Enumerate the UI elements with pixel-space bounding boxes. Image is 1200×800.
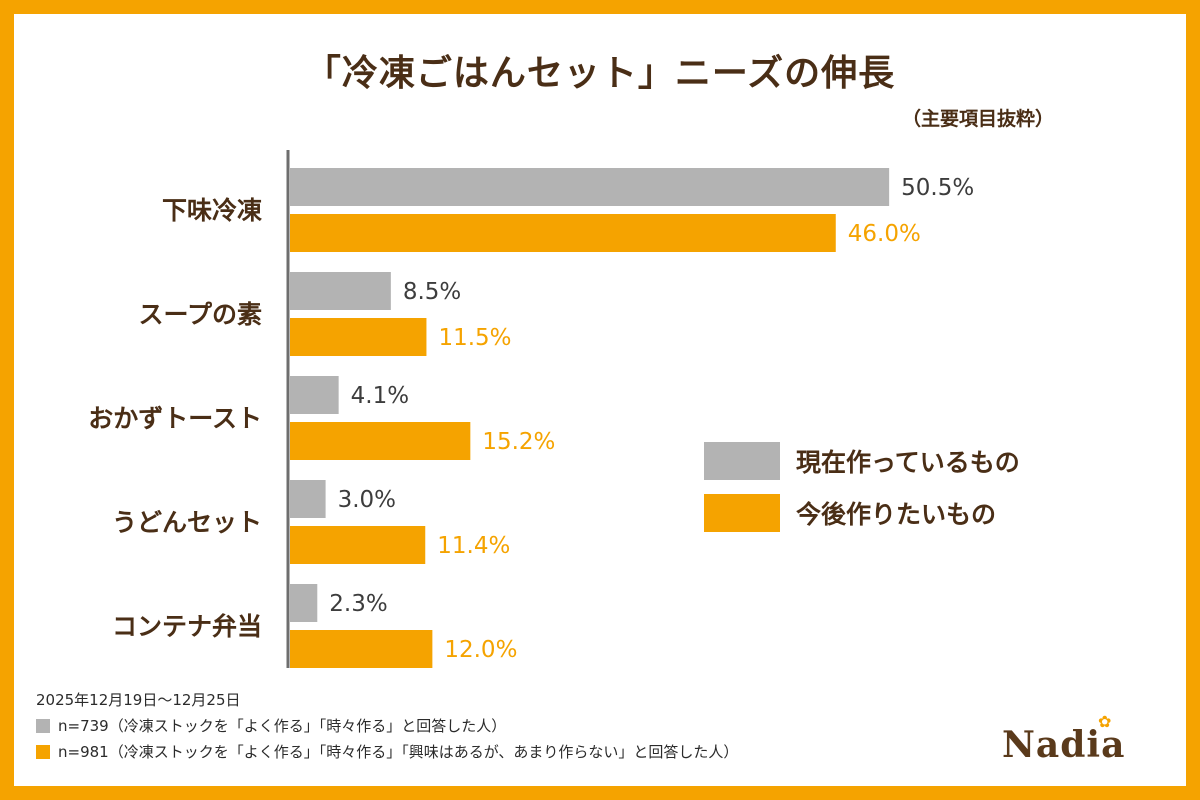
- value-label-current: 50.5%: [901, 175, 974, 201]
- value-label-future: 46.0%: [848, 221, 921, 247]
- bar-current: [290, 376, 339, 414]
- legend: 現在作っているもの 今後作りたいもの: [704, 436, 1020, 540]
- chart-subtitle: （主要項目抜粋）: [901, 108, 1054, 130]
- category-label: スープの素: [138, 300, 262, 329]
- note-future: n=981（冷凍ストックを「よく作る」「時々作る」「興味はあるが、あまり作らない…: [36, 739, 738, 765]
- bar-future: [290, 422, 471, 460]
- value-label-current: 8.5%: [403, 279, 461, 305]
- legend-label-future: 今後作りたいもの: [796, 500, 997, 529]
- legend-swatch-future: [704, 494, 780, 532]
- value-label-current: 2.3%: [329, 591, 387, 617]
- legend-item-current: 現在作っているもの: [704, 436, 1020, 486]
- value-label-future: 11.5%: [438, 325, 511, 351]
- value-label-future: 12.0%: [444, 637, 517, 663]
- legend-item-future: 今後作りたいもの: [704, 488, 1020, 538]
- value-label-current: 3.0%: [338, 487, 396, 513]
- category-label: おかずトースト: [88, 404, 262, 433]
- category-label: うどんセット: [112, 508, 262, 537]
- footer-notes: 2025年12月19日〜12月25日 n=739（冷凍ストックを「よく作る」「時…: [36, 687, 738, 765]
- note-swatch-current: [36, 719, 50, 733]
- bar-current: [290, 584, 318, 622]
- category-label: 下味冷凍: [162, 196, 262, 225]
- value-label-future: 15.2%: [482, 429, 555, 455]
- bar-future: [290, 630, 433, 668]
- value-label-future: 11.4%: [437, 533, 510, 559]
- chart-title: 「冷凍ごはんセット」ニーズの伸長: [304, 53, 896, 94]
- legend-swatch-current: [704, 442, 780, 480]
- nadia-logo: Nadia: [1002, 724, 1126, 766]
- legend-label-current: 現在作っているもの: [796, 448, 1020, 477]
- bar-future: [290, 214, 836, 252]
- note-current-text: n=739（冷凍ストックを「よく作る」「時々作る」と回答した人）: [58, 717, 507, 735]
- category-label: コンテナ弁当: [112, 612, 262, 641]
- bar-current: [290, 480, 326, 518]
- value-label-current: 4.1%: [351, 383, 409, 409]
- survey-date: 2025年12月19日〜12月25日: [36, 691, 241, 709]
- note-current: n=739（冷凍ストックを「よく作る」「時々作る」と回答した人）: [36, 713, 738, 739]
- bar-current: [290, 168, 890, 206]
- bar-future: [290, 318, 427, 356]
- bar-future: [290, 526, 426, 564]
- bar-current: [290, 272, 391, 310]
- flower-icon: ✿: [1098, 712, 1112, 731]
- note-future-text: n=981（冷凍ストックを「よく作る」「時々作る」「興味はあるが、あまり作らない…: [58, 743, 739, 761]
- note-swatch-future: [36, 745, 50, 759]
